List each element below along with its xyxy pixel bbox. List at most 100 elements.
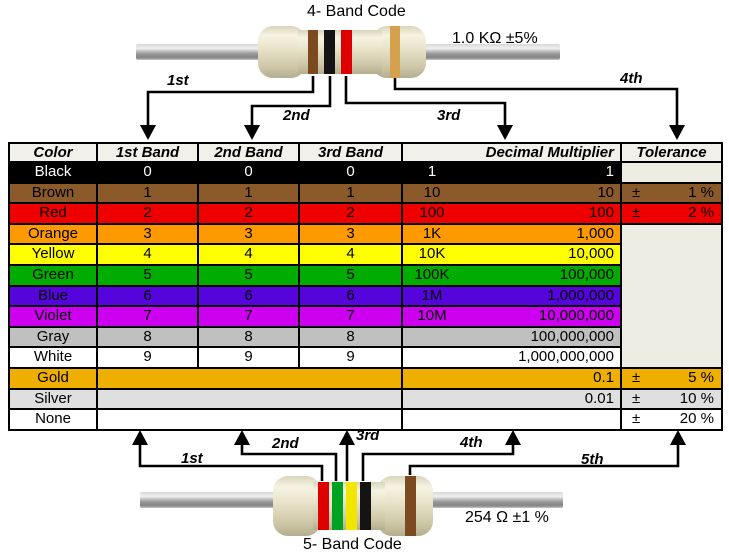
multiplier-full: 10,000,000 (538, 307, 614, 325)
bottom-arrow-label-1st: 1st (181, 450, 203, 467)
band2-cell: 8 (197, 325, 300, 349)
table-row-black: Black 0 0 0 1 1 (8, 161, 723, 184)
multiplier-short: 10K (418, 245, 446, 263)
bottom-arrows (138, 443, 680, 481)
table-row-violet: Violet 7 7 7 10M 10,000,000 (8, 305, 722, 328)
tolerance-cell: ±2 % (620, 202, 723, 225)
multiplier-full: 1,000 (576, 224, 614, 242)
color-name-cell: Gold (8, 366, 98, 390)
bottom-arrow-label-2nd: 2nd (272, 435, 299, 452)
multiplier-short: 10 (423, 183, 441, 201)
color-name-cell: Black (8, 161, 98, 184)
column-header-decimal-multiplier: Decimal Multiplier (401, 142, 622, 163)
tolerance-value: 20 % (679, 410, 714, 428)
plus-minus-sign: ± (632, 204, 641, 222)
multiplier-full: 10,000 (568, 245, 614, 263)
multiplier-cell: 1K 1,000 (401, 222, 622, 246)
four-band-code-title: 4- Band Code (307, 3, 406, 20)
band2-cell: 1 (197, 181, 300, 205)
multiplier-cell: 1M 1,000,000 (401, 284, 622, 308)
bands-merged-cell (96, 366, 403, 390)
top-arrow-label-4th: 4th (620, 70, 643, 87)
color-name-cell: Green (8, 263, 98, 287)
multiplier-cell: 1,000,000,000 (401, 346, 622, 369)
multiplier-short: 1 (427, 163, 437, 180)
column-header-1st-band: 1st Band (96, 142, 199, 163)
band-1st (308, 30, 318, 74)
top-arrow-label-3rd: 3rd (437, 107, 461, 124)
multiplier-full: 1,000,000 (547, 286, 614, 304)
band2-cell: 6 (197, 284, 300, 308)
color-name-cell: Yellow (8, 243, 98, 266)
band3-cell: 0 (298, 161, 403, 184)
table-row-green: Green 5 5 5 100K 100,000 (8, 263, 722, 287)
band3-cell: 9 (298, 346, 403, 369)
top-arrow-label-2nd: 2nd (283, 107, 310, 124)
band1-cell: 8 (96, 325, 199, 349)
multiplier-cell: 100,000,000 (401, 325, 622, 349)
multiplier-cell: 10 10 (401, 181, 622, 205)
table-row-gray: Gray 8 8 8 100,000,000 (8, 325, 722, 349)
tolerance-merged-cell (620, 222, 723, 369)
bands-merged-cell (96, 408, 403, 431)
multiplier-cell: 10M 10,000,000 (401, 305, 622, 328)
table-row-none: None ±20 % (8, 408, 723, 431)
bottom-arrow-label-4th: 4th (460, 434, 483, 451)
multiplier-cell: 0.01 (401, 387, 622, 411)
multiplier-cell: 10K 10,000 (401, 243, 622, 266)
top-arrow-label-1st: 1st (167, 72, 189, 89)
band3-cell: 7 (298, 305, 403, 328)
bands-merged-cell (96, 387, 403, 411)
tolerance-cell: ±20 % (620, 408, 723, 431)
band3-cell: 3 (298, 222, 403, 246)
band1-cell: 4 (96, 243, 199, 266)
band2-cell: 5 (197, 263, 300, 287)
color-name-cell: Blue (8, 284, 98, 308)
table-row-red: Red 2 2 2 100 100 ±2 % (8, 202, 723, 225)
multiplier-cell: 0.1 (401, 366, 622, 390)
table-row-yellow: Yellow 4 4 4 10K 10,000 (8, 243, 722, 266)
band3-cell: 5 (298, 263, 403, 287)
tolerance-value: 2 % (688, 204, 714, 222)
multiplier-full: 100,000,000 (530, 327, 614, 345)
arrowhead-up (670, 430, 686, 445)
arrowhead-up (339, 430, 355, 445)
five-band-resistor (140, 476, 563, 536)
table-row-brown: Brown 1 1 1 10 10 ±1 % (8, 181, 723, 205)
band1-cell: 7 (96, 305, 199, 328)
resistor-body-end (258, 26, 306, 78)
arrowhead-down (669, 125, 685, 140)
band-3rd (341, 30, 352, 74)
band1-cell: 1 (96, 181, 199, 205)
multiplier-short: 10M (417, 307, 447, 325)
band-3rd (346, 482, 357, 530)
multiplier-short: 100 (419, 204, 445, 222)
multiplier-short: 1M (421, 286, 443, 304)
band1-cell: 5 (96, 263, 199, 287)
multiplier-full: 1,000,000,000 (518, 348, 614, 366)
band-2nd (324, 30, 335, 74)
arrowhead-down (497, 125, 513, 140)
color-name-cell: Silver (8, 387, 98, 411)
band1-cell: 2 (96, 202, 199, 225)
arrow-line-1st (146, 76, 315, 126)
multiplier-full: 0.01 (584, 389, 614, 407)
tolerance-cell: ±1 % (620, 181, 723, 205)
column-header-tolerance: Tolerance (620, 142, 723, 163)
arrow-line-2nd (250, 76, 332, 126)
five-band-code-title: 5- Band Code (303, 536, 402, 553)
column-header-color: Color (8, 142, 98, 163)
band2-cell: 9 (197, 346, 300, 369)
plus-minus-sign: ± (632, 368, 641, 386)
band1-cell: 0 (96, 161, 199, 184)
band1-cell: 9 (96, 346, 199, 369)
band3-cell: 2 (298, 202, 403, 225)
multiplier-full: 10 (597, 183, 614, 201)
plus-minus-sign: ± (632, 410, 641, 428)
table-row-blue: Blue 6 6 6 1M 1,000,000 (8, 284, 722, 308)
color-code-table: Color 1st Band 2nd Band 3rd Band Decimal Mul… (8, 142, 723, 431)
arrowhead-down (244, 125, 260, 140)
